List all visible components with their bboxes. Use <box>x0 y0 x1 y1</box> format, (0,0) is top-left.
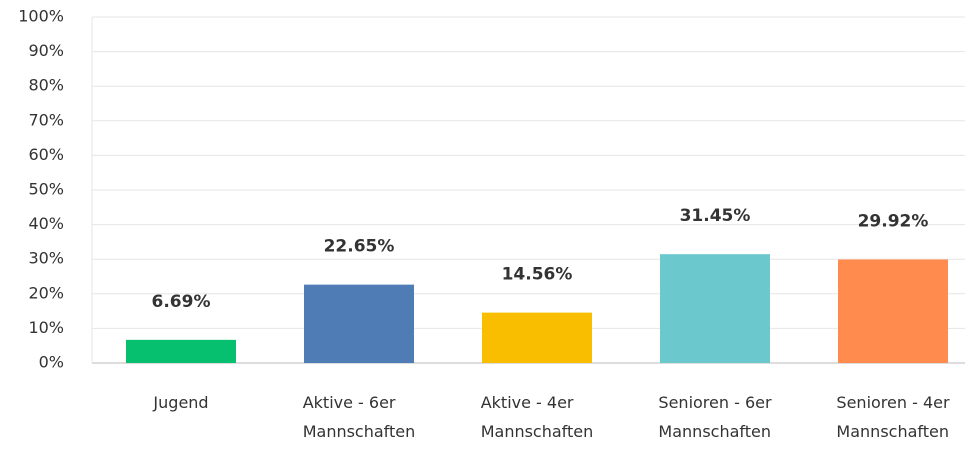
bar <box>838 259 948 363</box>
value-label: 6.69% <box>152 292 211 312</box>
x-tick-label: Aktive - 4er Mannschaften <box>481 393 594 441</box>
y-tick-label: 10% <box>28 318 64 337</box>
x-tick-label: Senioren - 6er Mannschaften <box>658 393 776 441</box>
x-tick-label: Jugend <box>152 393 208 412</box>
y-tick-label: 90% <box>28 41 64 60</box>
bar <box>482 312 592 363</box>
x-tick-label: Senioren - 4er Mannschaften <box>836 393 954 441</box>
y-tick-label: 30% <box>28 249 64 268</box>
bar <box>126 339 236 363</box>
x-tick-label: Aktive - 6er Mannschaften <box>303 393 416 441</box>
y-tick-label: 80% <box>28 76 64 95</box>
y-tick-label: 60% <box>28 145 64 164</box>
bar <box>660 254 770 363</box>
value-label: 31.45% <box>680 206 751 226</box>
y-tick-label: 0% <box>39 353 64 372</box>
y-tick-label: 50% <box>28 180 64 199</box>
y-tick-label: 20% <box>28 283 64 302</box>
value-label: 29.92% <box>858 211 929 231</box>
value-label: 22.65% <box>324 237 395 257</box>
bar <box>304 284 414 363</box>
y-tick-label: 40% <box>28 214 64 233</box>
y-tick-label: 70% <box>28 110 64 129</box>
y-tick-label: 100% <box>18 7 64 26</box>
value-label: 14.56% <box>502 265 573 285</box>
